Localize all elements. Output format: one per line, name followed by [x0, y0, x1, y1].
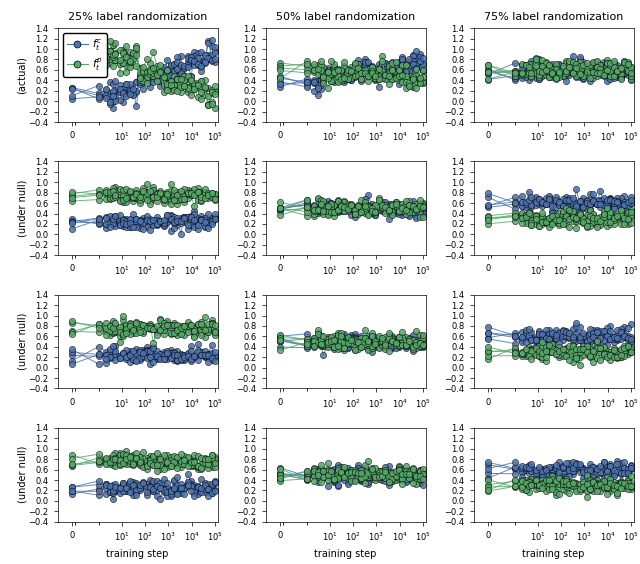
X-axis label: training step: training step [314, 549, 377, 559]
Y-axis label: (under null): (under null) [17, 180, 27, 237]
Y-axis label: (under null): (under null) [17, 313, 27, 370]
Y-axis label: (actual): (actual) [17, 56, 27, 94]
Title: 50% label randomization: 50% label randomization [276, 12, 415, 22]
X-axis label: training step: training step [106, 549, 169, 559]
Legend: $f_t^c$, $f_t^p$: $f_t^c$, $f_t^p$ [63, 33, 107, 77]
Y-axis label: (under null): (under null) [17, 446, 27, 504]
Title: 75% label randomization: 75% label randomization [484, 12, 623, 22]
Title: 25% label randomization: 25% label randomization [68, 12, 207, 22]
X-axis label: training step: training step [522, 549, 585, 559]
